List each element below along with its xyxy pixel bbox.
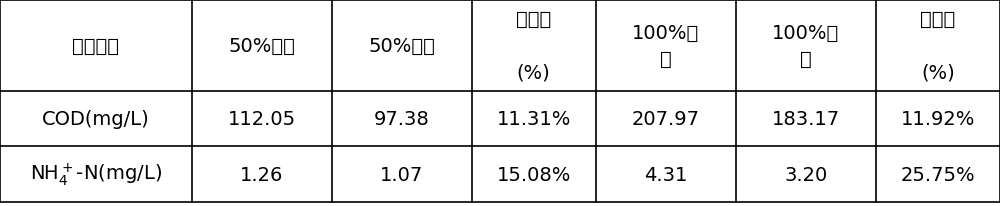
Text: 11.31%: 11.31% [496,109,571,128]
Text: 去除率

(%): 去除率 (%) [516,10,551,82]
Text: 去除率

(%): 去除率 (%) [920,10,955,82]
Text: 25.75%: 25.75% [901,165,975,184]
Text: 100%出
水: 100%出 水 [772,23,839,69]
Text: 15.08%: 15.08% [496,165,571,184]
Text: 4.31: 4.31 [644,165,687,184]
Text: 3.20: 3.20 [784,165,827,184]
Text: 112.05: 112.05 [228,109,296,128]
Text: 水质指标: 水质指标 [72,37,119,55]
Text: 100%进
水: 100%进 水 [632,23,699,69]
Text: 207.97: 207.97 [632,109,700,128]
Text: COD(mg/L): COD(mg/L) [42,109,150,128]
Text: 1.26: 1.26 [240,165,283,184]
Text: NH$_4^+$-N(mg/L): NH$_4^+$-N(mg/L) [30,161,162,187]
Text: 11.92%: 11.92% [901,109,975,128]
Text: 1.07: 1.07 [380,165,423,184]
Text: 183.17: 183.17 [772,109,840,128]
Text: 97.38: 97.38 [374,109,429,128]
Text: 50%出水: 50%出水 [368,37,435,55]
Text: 50%进水: 50%进水 [228,37,295,55]
